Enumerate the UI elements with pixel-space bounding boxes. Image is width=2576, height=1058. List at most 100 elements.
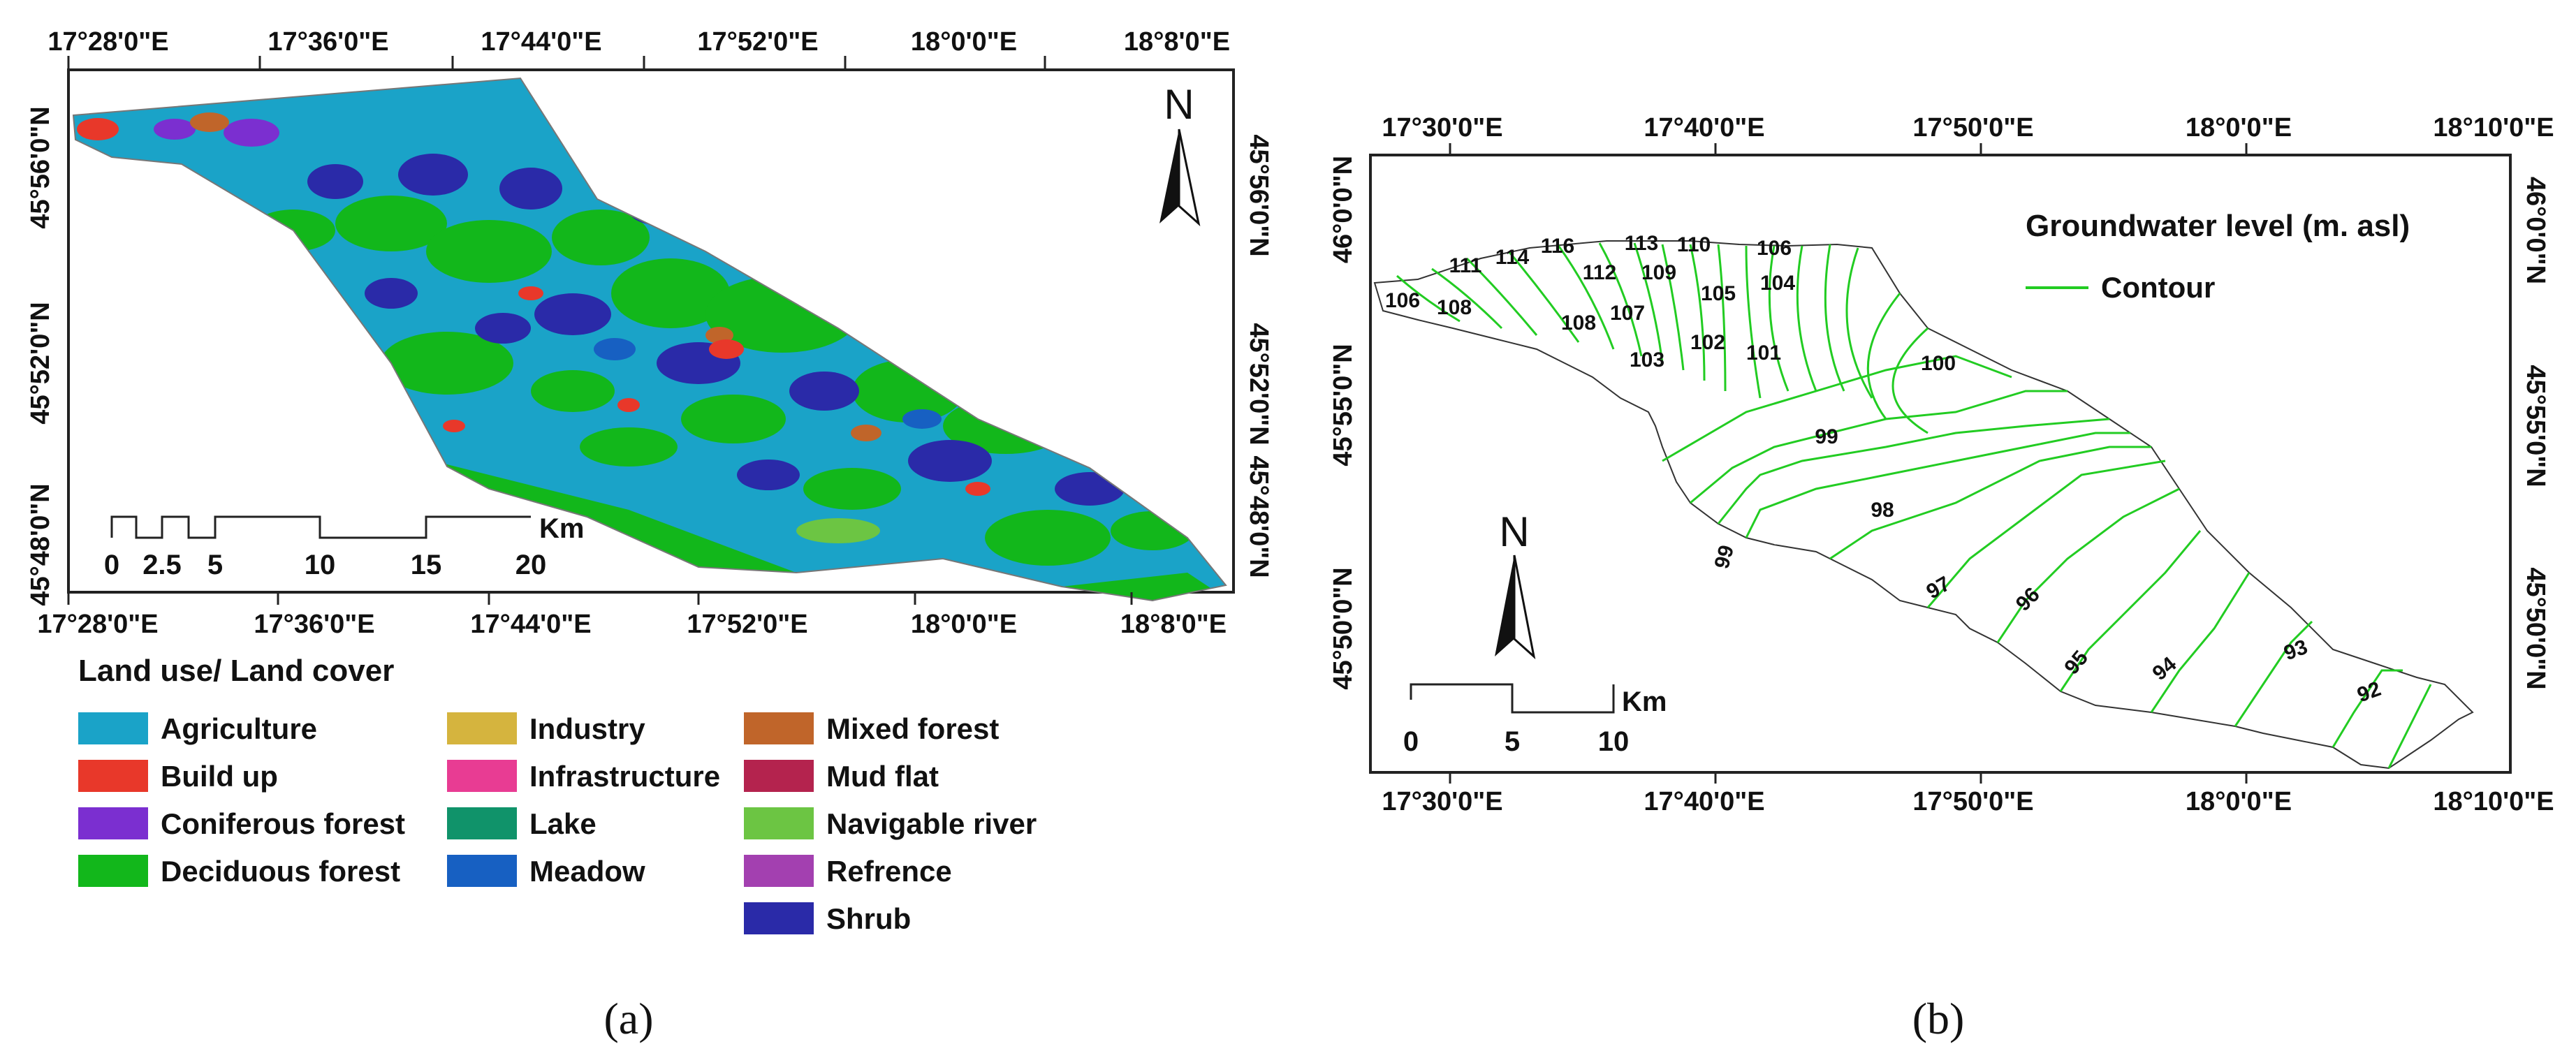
lat-label: 45°52'0"N bbox=[1244, 323, 1273, 445]
panel-b-top-lon-labels: 17°30'0"E 17°40'0"E 17°50'0"E 18°0'0"E 1… bbox=[1382, 113, 2554, 142]
land-cover-map bbox=[73, 78, 1226, 601]
scale-unit: Km bbox=[539, 513, 584, 544]
legend-label: Infrastructure bbox=[529, 760, 720, 793]
panel-b-scale-bar: Km 0 5 10 bbox=[1403, 683, 1667, 757]
lat-label: 45°56'0"N bbox=[1244, 134, 1273, 256]
scale-tick: 15 bbox=[411, 550, 442, 580]
contour-label: 102 bbox=[1690, 331, 1725, 354]
lon-label: 18°8'0"E bbox=[1120, 610, 1227, 639]
lon-label: 17°40'0"E bbox=[1644, 787, 1764, 816]
panel-b-bottom-lon-labels: 17°30'0"E 17°40'0"E 17°50'0"E 18°0'0"E 1… bbox=[1382, 787, 2554, 816]
lon-label: 18°0'0"E bbox=[2186, 113, 2292, 142]
lon-label: 18°10'0"E bbox=[2433, 113, 2554, 142]
lon-label: 17°52'0"E bbox=[687, 610, 807, 639]
scale-tick: 5 bbox=[207, 550, 223, 580]
panel-a-legend: Land use/ Land cover Agriculture Build up… bbox=[78, 654, 1037, 935]
legend-label: Mud flat bbox=[826, 760, 939, 793]
contour-label: 100 bbox=[1921, 352, 1956, 375]
lat-label: 45°50'0"N bbox=[2521, 567, 2550, 689]
lon-label: 18°0'0"E bbox=[911, 27, 1017, 57]
contour-label: 106 bbox=[1385, 289, 1420, 312]
panel-a-top-lon-labels: 17°28'0"E 17°36'0"E 17°44'0"E 17°52'0"E … bbox=[47, 27, 1230, 57]
lat-label: 45°56'0"N bbox=[26, 106, 55, 228]
legend-label: Mixed forest bbox=[826, 712, 999, 745]
lat-label: 45°48'0"N bbox=[1244, 455, 1273, 578]
contour-label: 107 bbox=[1610, 302, 1645, 325]
scale-tick: 5 bbox=[1505, 726, 1520, 757]
legend-label: Lake bbox=[529, 807, 597, 840]
panel-a-right-lat-labels: 45°56'0"N 45°52'0"N 45°48'0"N bbox=[1244, 134, 1273, 578]
scale-tick: 20 bbox=[515, 550, 547, 580]
legend-label: Refrence bbox=[826, 855, 952, 888]
legend-swatch bbox=[744, 760, 814, 792]
legend-label: Agriculture bbox=[161, 712, 317, 745]
legend-swatch bbox=[78, 712, 148, 744]
lon-label: 17°52'0"E bbox=[697, 27, 818, 57]
lat-label: 46°0'0"N bbox=[2521, 177, 2550, 284]
lon-label: 17°36'0"E bbox=[268, 27, 388, 57]
scale-tick: 0 bbox=[1403, 726, 1419, 757]
panel-b: 106 108 111 114 116 112 113 108 107 109 … bbox=[1329, 113, 2554, 1043]
contour-label: 98 bbox=[1871, 499, 1894, 522]
north-label: N bbox=[1499, 508, 1529, 555]
panel-a-bottom-lon-labels: 17°28'0"E 17°36'0"E 17°44'0"E 17°52'0"E … bbox=[37, 610, 1227, 639]
lat-label: 45°48'0"N bbox=[26, 483, 55, 605]
legend-label: Deciduous forest bbox=[161, 855, 400, 888]
lat-label: 45°52'0"N bbox=[26, 302, 55, 424]
contour-label: 108 bbox=[1561, 311, 1596, 335]
panel-b-legend: Groundwater level (m. asl) Contour bbox=[2026, 209, 2410, 304]
panel-a-left-lat-labels: 45°56'0"N 45°52'0"N 45°48'0"N bbox=[26, 106, 55, 605]
scale-tick: 0 bbox=[104, 550, 119, 580]
legend-swatch bbox=[78, 760, 148, 792]
contour-label: 111 bbox=[1449, 254, 1482, 277]
panel-a-frame bbox=[67, 68, 1235, 594]
panel-b-right-lat-labels: 46°0'0"N 45°55'0"N 45°50'0"N bbox=[2521, 177, 2550, 690]
lon-label: 17°50'0"E bbox=[1912, 787, 2033, 816]
contour-label: 106 bbox=[1757, 237, 1792, 260]
contour-label: 105 bbox=[1701, 282, 1736, 305]
legend-swatch bbox=[447, 807, 517, 839]
legend-swatch bbox=[447, 712, 517, 744]
legend-label: Build up bbox=[161, 760, 278, 793]
lon-label: 18°0'0"E bbox=[911, 610, 1017, 639]
contour-label: 101 bbox=[1746, 341, 1781, 365]
panel-a-label: (a) bbox=[603, 994, 653, 1043]
legend-title: Land use/ Land cover bbox=[78, 654, 394, 688]
contour-label: 108 bbox=[1437, 296, 1472, 319]
lon-label: 17°44'0"E bbox=[481, 27, 601, 57]
contour-label: 116 bbox=[1541, 235, 1574, 258]
scale-tick: 10 bbox=[1598, 726, 1630, 757]
lon-label: 18°0'0"E bbox=[2186, 787, 2292, 816]
legend-label: Shrub bbox=[826, 902, 911, 935]
contour-label: 103 bbox=[1630, 348, 1664, 372]
legend-swatch bbox=[744, 902, 814, 934]
lon-label: 18°8'0"E bbox=[1124, 27, 1230, 57]
legend-title: Groundwater level (m. asl) bbox=[2026, 209, 2410, 243]
lon-label: 17°30'0"E bbox=[1382, 113, 1502, 142]
lat-label: 45°55'0"N bbox=[2521, 365, 2550, 487]
contour-label: 112 bbox=[1583, 261, 1616, 284]
lon-label: 17°50'0"E bbox=[1912, 113, 2033, 142]
lon-label: 17°40'0"E bbox=[1644, 113, 1764, 142]
panel-b-frame bbox=[1369, 154, 2512, 774]
contour-label: 114 bbox=[1495, 246, 1530, 269]
lon-label: 18°10'0"E bbox=[2433, 787, 2554, 816]
north-label: N bbox=[1164, 81, 1194, 128]
lat-label: 45°50'0"N bbox=[1329, 567, 1358, 689]
legend-swatch bbox=[447, 760, 517, 792]
contour-label: 110 bbox=[1677, 233, 1711, 256]
panel-b-label: (b) bbox=[1912, 994, 1965, 1043]
contour-label: 99 bbox=[1815, 425, 1838, 448]
scale-unit: Km bbox=[1622, 686, 1667, 717]
legend-swatch bbox=[78, 807, 148, 839]
study-area-outline bbox=[1373, 240, 2474, 770]
legend-label: Navigable river bbox=[826, 807, 1037, 840]
lon-label: 17°28'0"E bbox=[47, 27, 168, 57]
north-arrow-icon: N bbox=[1495, 508, 1536, 660]
legend-swatch bbox=[744, 807, 814, 839]
lat-label: 45°55'0"N bbox=[1329, 344, 1358, 466]
contour-label: 113 bbox=[1625, 232, 1658, 255]
contour-lines bbox=[1396, 242, 2432, 769]
lon-label: 17°28'0"E bbox=[37, 610, 158, 639]
contour-label: 99 bbox=[1711, 543, 1739, 571]
